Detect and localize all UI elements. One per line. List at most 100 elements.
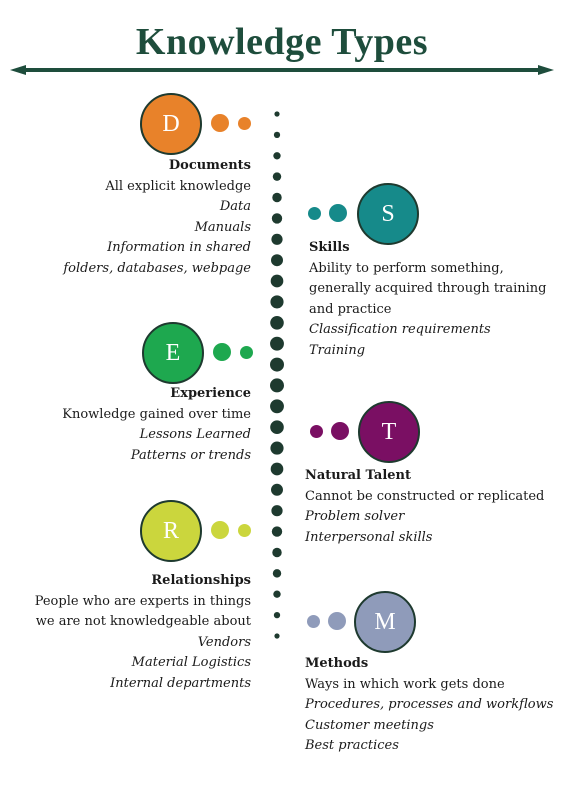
natural-talent-dot-large: [331, 422, 349, 440]
example-item: Training: [309, 342, 366, 358]
spine-dot: [270, 399, 284, 414]
spine-dot: [271, 483, 283, 496]
example-item: Procedures, processes and workflows: [305, 697, 554, 712]
skills-letter: S: [381, 200, 395, 227]
example-item: Lessons Learned: [139, 427, 251, 442]
spine-dot: [270, 336, 284, 351]
skills-badge: S: [357, 183, 419, 245]
spine-dot: [271, 254, 283, 267]
relationships-lines: People who are experts in things we are n…: [35, 592, 251, 633]
natural-talent-dot-small: [310, 425, 323, 438]
methods-letter: M: [374, 608, 396, 635]
description-line: we are not knowledgeable about: [35, 614, 251, 629]
relationships-examples: Vendors Material Logistics Internal depart…: [35, 633, 251, 695]
example-item: Manuals: [194, 219, 251, 235]
spine-dot: [273, 152, 281, 160]
spine-dot: [271, 526, 283, 537]
relationships-dot-large: [211, 521, 229, 539]
documents-dot-large: [211, 114, 229, 132]
documents-lines: All explicit knowledge: [63, 177, 251, 198]
spine-dot: [272, 192, 282, 203]
description-line: People who are experts in things: [34, 593, 251, 609]
relationships-badge: R: [140, 500, 202, 562]
spine-dot: [270, 462, 284, 476]
example-item: Data: [219, 199, 251, 214]
natural-talent-badge: T: [358, 401, 420, 463]
relationships-dot-small: [238, 524, 251, 537]
natural-talent-block: Natural Talent Cannot be constructed or …: [305, 466, 544, 548]
example-item: Classification requirements: [309, 322, 491, 337]
experience-dot-large: [213, 343, 231, 361]
natural-talent-examples: Problem solver Interpersonal skills: [305, 507, 544, 548]
experience-badge: E: [142, 322, 204, 384]
natural-talent-lines: Cannot be constructed or replicated: [305, 487, 544, 508]
relationships-block: Relationships People who are experts in …: [35, 571, 251, 694]
methods-dot-small: [307, 615, 320, 628]
methods-badge: M: [354, 591, 416, 653]
documents-examples: Data Manuals Information in shared folders,…: [63, 197, 251, 279]
description-line: All explicit knowledge: [105, 178, 251, 194]
documents-heading: Documents: [168, 158, 251, 173]
example-item: Best practices: [305, 738, 399, 753]
spine-dot: [274, 633, 280, 639]
methods-heading: Methods: [305, 656, 369, 671]
methods-dot-large: [328, 612, 346, 630]
title-divider-arrow: [10, 65, 554, 75]
description-line: generally acquired through training: [309, 281, 547, 296]
skills-lines: Ability to perform something, generally a…: [309, 259, 547, 321]
experience-letter: E: [165, 339, 181, 366]
description-line: and practice: [309, 301, 392, 317]
relationships-heading: Relationships: [151, 573, 251, 588]
relationships-letter: R: [162, 517, 179, 544]
experience-examples: Lessons Learned Patterns or trends: [62, 425, 251, 466]
spine-dot: [272, 547, 282, 558]
experience-block: Experience Knowledge gained over time Le…: [62, 384, 251, 466]
spine-dot: [270, 378, 284, 393]
example-item: Customer meetings: [305, 717, 434, 733]
documents-badge: D: [140, 93, 202, 155]
spine-dot: [270, 420, 284, 434]
spine-dot: [270, 316, 284, 330]
spine-dot: [270, 274, 284, 288]
experience-dot-small: [240, 346, 253, 359]
example-item: folders, databases, webpage: [63, 260, 251, 276]
description-line: Ability to perform something,: [309, 260, 504, 276]
example-item: Vendors: [197, 634, 251, 650]
documents-letter: D: [162, 110, 180, 137]
description-line: Cannot be constructed or replicated: [305, 488, 545, 504]
spine-dot: [270, 357, 284, 372]
skills-dot-small: [308, 207, 321, 220]
description-line: Ways in which work gets done: [305, 676, 505, 692]
experience-lines: Knowledge gained over time: [62, 405, 251, 426]
methods-block: Methods Ways in which work gets done Pro…: [305, 654, 553, 757]
methods-lines: Ways in which work gets done: [305, 675, 553, 696]
documents-dot-small: [238, 117, 251, 130]
spine-dot: [273, 611, 281, 619]
skills-dot-large: [329, 204, 347, 222]
methods-examples: Procedures, processes and workflows Custo…: [305, 695, 553, 757]
skills-block: Skills Ability to perform something, gene…: [309, 238, 547, 361]
spine-dot: [271, 213, 283, 224]
documents-block: Documents All explicit knowledge Data Man…: [63, 156, 251, 279]
skills-heading: Skills: [309, 240, 350, 255]
description-line: Knowledge gained over time: [62, 406, 251, 422]
natural-talent-heading: Natural Talent: [305, 468, 412, 483]
example-item: Interpersonal skills: [305, 529, 433, 545]
experience-heading: Experience: [170, 386, 251, 401]
spine-dot: [274, 111, 280, 117]
skills-examples: Classification requirements Training: [309, 320, 547, 361]
example-item: Information in shared: [107, 240, 251, 255]
spine-dot: [270, 441, 284, 455]
spine-dot: [273, 590, 281, 598]
spine-dot: [271, 505, 283, 517]
example-item: Problem solver: [305, 509, 405, 524]
spine-dot: [272, 172, 282, 181]
example-item: Patterns or trends: [130, 447, 251, 463]
spine-dot: [273, 131, 281, 139]
page-title: Knowledge Types: [135, 21, 429, 63]
example-item: Material Logistics: [131, 655, 251, 670]
spine-dot: [272, 569, 282, 578]
natural-talent-letter: T: [381, 418, 397, 445]
spine-dot: [270, 295, 284, 309]
example-item: Internal departments: [110, 675, 251, 691]
